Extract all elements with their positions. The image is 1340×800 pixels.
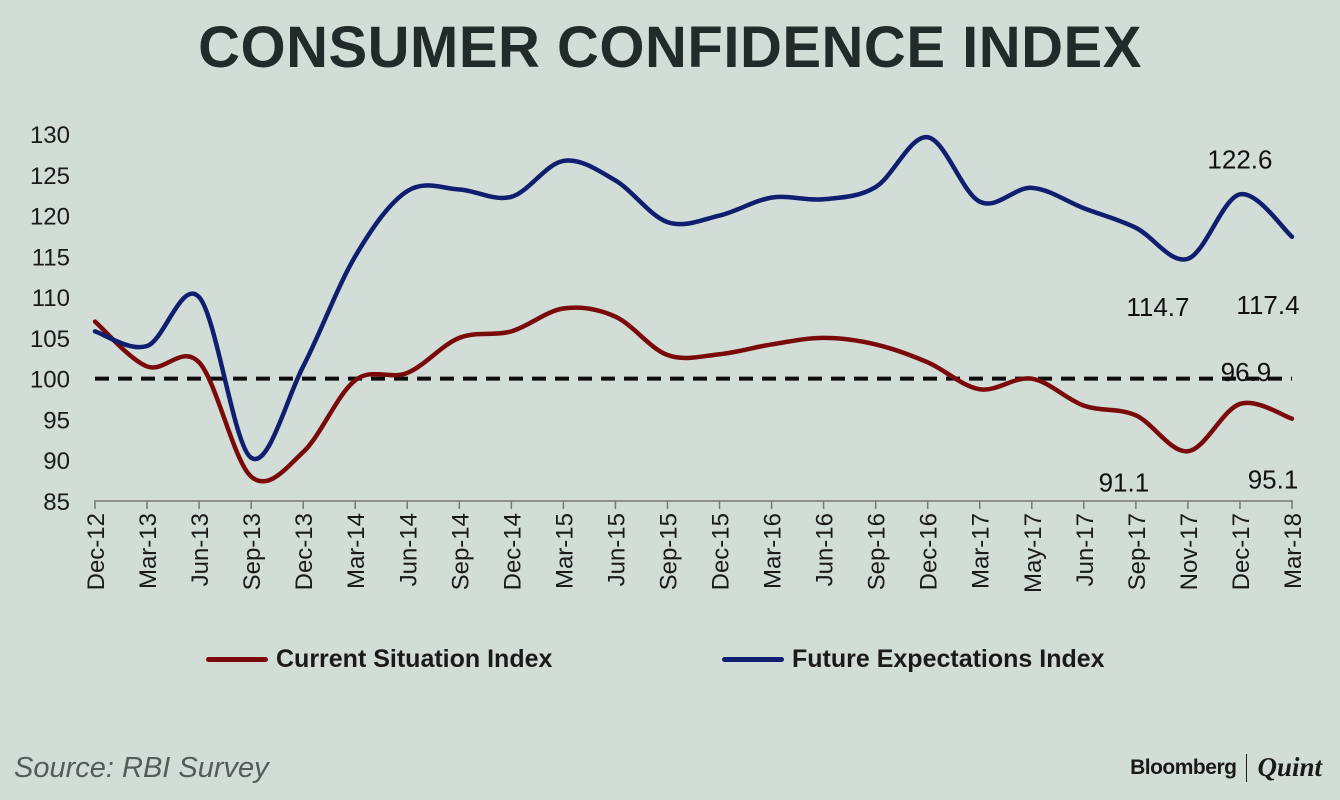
- x-tick-label: Sep-13: [239, 513, 266, 590]
- x-tick-label: May-17: [1020, 513, 1047, 593]
- series-group: [92, 135, 1295, 484]
- x-tick-label: Sep-16: [864, 513, 891, 590]
- y-tick-label: 130: [30, 122, 70, 149]
- x-tick-label: Sep-17: [1124, 513, 1151, 590]
- y-tick-label: 125: [30, 163, 70, 190]
- x-tick-label: Sep-15: [655, 513, 682, 590]
- line-chart: 85 90 95 100 105 110 115 120 125 130 Dec-12 Mar-13…: [30, 122, 1307, 593]
- data-label: 96.9: [1221, 357, 1272, 387]
- y-tick-label: 105: [30, 326, 70, 353]
- x-tick-label: Dec-13: [291, 513, 318, 590]
- y-tick-label: 90: [43, 448, 70, 475]
- x-tick-label: Mar-14: [343, 513, 370, 589]
- series-line-future-expectations: [92, 135, 1295, 462]
- series-line-current-situation: [92, 305, 1295, 484]
- data-label: 114.7: [1126, 292, 1189, 322]
- y-tick-label: 95: [43, 407, 70, 434]
- x-tick-label: Mar-18: [1280, 513, 1307, 589]
- x-tick-label: Mar-15: [551, 513, 578, 589]
- x-tick-label: Jun-17: [1072, 513, 1099, 586]
- legend-item-current-situation: Current Situation Index: [206, 645, 552, 674]
- data-label: 122.6: [1207, 144, 1272, 174]
- annotations-group: 122.6 114.7 117.4 96.9 91.1 95.1: [1099, 144, 1300, 497]
- x-tick-label: Dec-15: [708, 513, 735, 590]
- x-tick-label: Dec-14: [499, 513, 526, 590]
- x-tick-label: Mar-16: [760, 513, 787, 589]
- x-axis: Dec-12 Mar-13 Jun-13 Sep-13 Dec-13 Mar-14 Jun-…: [83, 500, 1307, 593]
- x-tick-label: Nov-17: [1176, 513, 1203, 590]
- x-tick-label: Jun-13: [187, 513, 214, 586]
- chart-title: CONSUMER CONFIDENCE INDEX: [198, 15, 1142, 80]
- data-label: 95.1: [1248, 465, 1299, 495]
- data-label: 91.1: [1099, 467, 1150, 497]
- data-label: 117.4: [1236, 290, 1299, 320]
- legend-label-current-situation: Current Situation Index: [276, 645, 553, 673]
- x-tick-label: Sep-14: [447, 513, 474, 590]
- legend-swatch-current-situation: [206, 657, 268, 662]
- legend-label-future-expectations: Future Expectations Index: [792, 645, 1105, 673]
- source-note: Source: RBI Survey: [14, 752, 269, 784]
- x-tick-label: Dec-17: [1228, 513, 1255, 590]
- brand-logo: Bloomberg Quint: [1130, 752, 1322, 783]
- x-tick-label: Jun-16: [812, 513, 839, 586]
- y-tick-label: 115: [32, 244, 70, 271]
- x-tick-label: Mar-17: [968, 513, 995, 589]
- y-tick-label: 100: [30, 367, 70, 394]
- legend-swatch-future-expectations: [722, 657, 784, 662]
- x-tick-label: Dec-12: [83, 513, 110, 590]
- y-tick-label: 85: [43, 489, 70, 516]
- brand-separator: [1246, 753, 1248, 782]
- y-axis: 85 90 95 100 105 110 115 120 125 130: [30, 122, 70, 516]
- legend-item-future-expectations: Future Expectations Index: [722, 645, 1105, 674]
- y-tick-label: 120: [30, 204, 70, 231]
- brand-secondary: Quint: [1257, 752, 1322, 782]
- x-tick-label: Jun-14: [395, 513, 422, 586]
- x-tick-label: Dec-16: [916, 513, 943, 590]
- legend: Current Situation Index Future Expectati…: [0, 645, 1340, 685]
- brand-primary: Bloomberg: [1130, 755, 1237, 779]
- x-tick-label: Jun-15: [603, 513, 630, 586]
- x-tick-label: Mar-13: [135, 513, 162, 589]
- y-tick-label: 110: [32, 285, 70, 312]
